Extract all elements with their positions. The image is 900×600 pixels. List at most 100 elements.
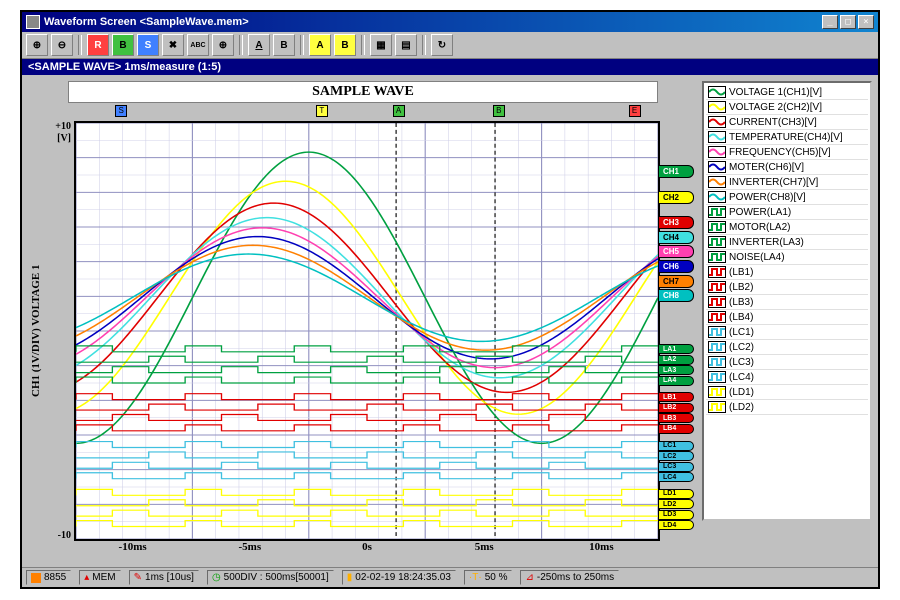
grid2-button[interactable]: ▤ [395,34,417,56]
marker-g-button[interactable]: B [112,34,134,56]
chtab-lc1[interactable]: LC1 [658,441,694,451]
legend-item[interactable]: MOTER(CH6)[V] [706,160,868,175]
chtab-lb2[interactable]: LB2 [658,403,694,413]
legend-item[interactable]: (LD1) [706,385,868,400]
minimize-button[interactable]: _ [822,15,838,29]
legend-item[interactable]: (LB3) [706,295,868,310]
chtab-la2[interactable]: LA2 [658,355,694,365]
chtab-ld3[interactable]: LD3 [658,510,694,520]
legend-item[interactable]: (LD2) [706,400,868,415]
legend-item[interactable]: (LC2) [706,340,868,355]
legend-item[interactable]: VOLTAGE 1(CH1)[V] [706,85,868,100]
legend-item[interactable]: POWER(CH8)[V] [706,190,868,205]
legend-item[interactable]: VOLTAGE 2(CH2)[V] [706,100,868,115]
chtab-ch2[interactable]: CH2 [658,191,694,204]
xtick: -10ms [119,541,147,553]
legend-item[interactable]: CURRENT(CH3)[V] [706,115,868,130]
marker-r-button[interactable]: R [87,34,109,56]
channel-tabs: CH1CH2CH3CH4CH5CH6CH7CH8LA1LA2LA3LA4LB1L… [660,121,698,541]
legend-item[interactable]: INVERTER(CH7)[V] [706,175,868,190]
chtab-ch8[interactable]: CH8 [658,289,694,302]
legend-swatch-icon [708,371,726,383]
legend-item[interactable]: INVERTER(LA3) [706,235,868,250]
chart-canvas[interactable] [74,121,660,541]
legend-swatch-icon [708,176,726,188]
chtab-la4[interactable]: LA4 [658,376,694,386]
legend-label: VOLTAGE 1(CH1)[V] [729,87,822,98]
legend-swatch-icon [708,131,726,143]
legend-item[interactable]: (LC4) [706,370,868,385]
chtab-ld2[interactable]: LD2 [658,499,694,509]
chtab-ch4[interactable]: CH4 [658,231,694,244]
legend-swatch-icon [708,296,726,308]
font-a-button[interactable]: A [248,34,270,56]
legend-label: MOTOR(LA2) [729,222,791,233]
info-bar: <SAMPLE WAVE> 1ms/measure (1:5) [22,59,878,75]
chtab-ch5[interactable]: CH5 [658,245,694,258]
chtab-ld1[interactable]: LD1 [658,489,694,499]
plot-area: CH1 (1V/DIV) VOLTAGE 1 +10 [V] -10 CH1CH… [28,121,698,541]
legend-swatch-icon [708,266,726,278]
app-icon [26,15,40,29]
legend-item[interactable]: (LB4) [706,310,868,325]
chtab-la1[interactable]: LA1 [658,344,694,354]
marker-t[interactable]: T [316,105,328,117]
legend-item[interactable]: (LB2) [706,280,868,295]
zoom-out-button[interactable]: ⊖ [51,34,73,56]
legend-item[interactable]: (LC3) [706,355,868,370]
abc-button[interactable]: ABC [187,34,209,56]
legend-swatch-icon [708,401,726,413]
chtab-lc3[interactable]: LC3 [658,462,694,472]
marker-b-button[interactable]: S [137,34,159,56]
delete-button[interactable]: ✖ [162,34,184,56]
grid1-button[interactable]: ▦ [370,34,392,56]
chtab-lb3[interactable]: LB3 [658,413,694,423]
status-device: 8855 [26,570,71,585]
status-trig: ·T·50 % [464,570,513,585]
legend-panel[interactable]: VOLTAGE 1(CH1)[V] VOLTAGE 2(CH2)[V]CURREN… [702,81,872,521]
legend-item[interactable]: FREQUENCY(CH5)[V] [706,145,868,160]
marker-e[interactable]: E [629,105,641,117]
chtab-ch7[interactable]: CH7 [658,275,694,288]
style-b-button[interactable]: B [334,34,356,56]
clock-icon: ◷ [212,572,221,583]
y-labels: +10 [V] -10 [44,121,74,541]
chtab-ld4[interactable]: LD4 [658,520,694,530]
legend-item[interactable]: NOISE(LA4) [706,250,868,265]
refresh-button[interactable]: ↻ [431,34,453,56]
legend-label: INVERTER(CH7)[V] [729,177,818,188]
legend-label: (LB2) [729,282,753,293]
legend-swatch-icon [708,191,726,203]
titlebar[interactable]: Waveform Screen <SampleWave.mem> _ □ × [22,12,878,32]
legend-label: TEMPERATURE(CH4)[V] [729,132,843,143]
zoom-in-button[interactable]: ⊕ [26,34,48,56]
xtick: 5ms [475,541,494,553]
legend-item[interactable]: TEMPERATURE(CH4)[V] [706,130,868,145]
legend-item[interactable]: POWER(LA1) [706,205,868,220]
legend-item[interactable]: (LB1) [706,265,868,280]
maximize-button[interactable]: □ [840,15,856,29]
legend-swatch-icon [708,221,726,233]
marker-b[interactable]: B [493,105,505,117]
legend-swatch-icon [708,236,726,248]
chtab-ch1[interactable]: CH1 [658,165,694,178]
legend-item[interactable]: MOTOR(LA2) [706,220,868,235]
chtab-lc4[interactable]: LC4 [658,472,694,482]
search-button[interactable]: ⊕ [212,34,234,56]
chtab-lb1[interactable]: LB1 [658,392,694,402]
font-b-button[interactable]: B [273,34,295,56]
chtab-lc2[interactable]: LC2 [658,451,694,461]
close-button[interactable]: × [858,15,874,29]
chtab-ch3[interactable]: CH3 [658,216,694,229]
marker-a[interactable]: A [393,105,405,117]
legend-label: FREQUENCY(CH5)[V] [729,147,831,158]
style-a-button[interactable]: A [309,34,331,56]
legend-swatch-icon [708,356,726,368]
chtab-lb4[interactable]: LB4 [658,424,694,434]
device-icon [31,573,41,583]
chtab-ch6[interactable]: CH6 [658,260,694,273]
marker-s[interactable]: S [115,105,127,117]
chtab-la3[interactable]: LA3 [658,365,694,375]
marker-row[interactable]: STABE [68,105,658,119]
legend-item[interactable]: (LC1) [706,325,868,340]
